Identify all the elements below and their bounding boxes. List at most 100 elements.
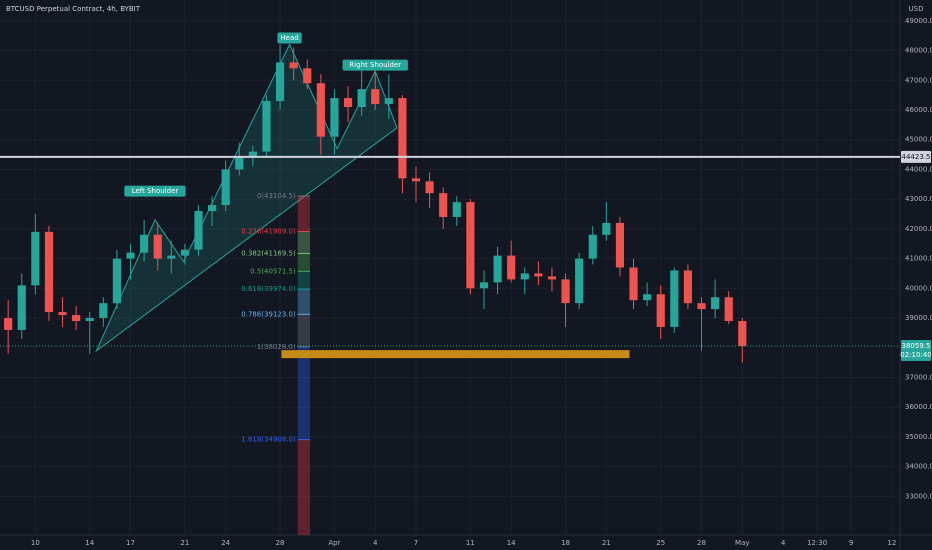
candle-body	[126, 252, 135, 259]
candle-body	[167, 255, 176, 259]
y-tick-label: 37000.0	[905, 373, 932, 381]
candle-body	[357, 89, 366, 107]
pattern-label-box	[277, 32, 302, 44]
fib-segment	[297, 271, 310, 290]
fib-level-label: 1(38028.0)	[257, 343, 296, 351]
candle-body	[330, 98, 339, 137]
chart-title: BTCUSD Perpetual Contract, 4h, BYBIT	[6, 5, 141, 13]
x-tick-label: 21	[602, 539, 611, 547]
y-tick-label: 34000.0	[905, 463, 932, 471]
candle-body	[670, 270, 679, 327]
candle-body	[588, 234, 597, 259]
y-tick-label: 44000.0	[905, 165, 932, 173]
candle-body	[398, 98, 407, 179]
fib-level-label: 0.382(41169.5)	[241, 250, 296, 258]
fib-level-label: 0.786(39123.0)	[241, 310, 296, 318]
hline-price-label: 44423.5	[902, 153, 931, 161]
candle-body	[72, 315, 81, 321]
x-tick-label: 17	[126, 539, 135, 547]
y-tick-label: 47000.0	[905, 76, 932, 84]
y-tick-label: 43000.0	[905, 195, 932, 203]
candle-body	[683, 270, 692, 304]
y-tick-label: 48000.0	[905, 47, 932, 55]
y-tick-label: 42000.0	[905, 225, 932, 233]
candle-body	[235, 157, 244, 170]
countdown-label: 02:10:40	[900, 351, 931, 359]
candle-body	[697, 303, 706, 310]
y-tick-label: 33000.0	[905, 492, 932, 500]
pattern-label-box	[124, 185, 186, 197]
current-price-box	[901, 339, 931, 361]
candle-body	[384, 98, 393, 105]
candle-body	[208, 205, 217, 212]
candle-body	[738, 321, 747, 346]
candle-body	[534, 273, 543, 277]
x-tick-label: 7	[414, 539, 418, 547]
x-tick-label: 14	[85, 539, 94, 547]
candle-body	[724, 297, 733, 321]
fib-segment	[297, 231, 310, 254]
hline-price-box	[901, 150, 931, 163]
fib-segment	[297, 253, 310, 272]
candle-body	[31, 231, 40, 286]
candle-body	[221, 169, 230, 206]
candle-body	[58, 312, 67, 316]
x-tick-label: Apr	[328, 539, 340, 547]
fib-level-label: 0.5(40571.5)	[250, 267, 296, 275]
x-tick-label: May	[735, 539, 749, 547]
fib-extension	[297, 439, 310, 535]
candle-body	[194, 211, 203, 250]
x-tick-label: 4	[373, 539, 378, 547]
zone	[281, 350, 630, 359]
candle-body	[4, 318, 13, 330]
candle-body	[711, 297, 720, 310]
fib-level-label: 0(43104.5)	[257, 192, 296, 200]
x-tick-label: 9	[849, 539, 853, 547]
x-tick-label: 14	[507, 539, 516, 547]
pattern-label-box	[342, 59, 408, 71]
x-tick-label: 10	[31, 539, 40, 547]
y-tick-label: 41000.0	[905, 255, 932, 263]
candle-body	[656, 294, 665, 327]
y-tick-label: 45000.0	[905, 136, 932, 144]
pattern-label: Left Shoulder	[132, 187, 179, 195]
fib-segment	[297, 346, 310, 440]
candle-body	[411, 178, 421, 182]
candle-body	[425, 181, 434, 194]
candle-body	[289, 62, 298, 69]
x-tick-label: 24	[221, 539, 230, 547]
x-tick-label: 11	[466, 539, 475, 547]
pattern-label: Head	[280, 34, 298, 42]
x-tick-label: 21	[180, 539, 189, 547]
candle-body	[303, 68, 312, 84]
x-tick-label: 12:30	[807, 539, 827, 547]
candle-body	[153, 234, 162, 259]
candle-body	[493, 255, 502, 283]
y-tick-label: 46000.0	[905, 106, 932, 114]
fib-level-label: 0.618(39974.0)	[241, 285, 296, 293]
fib-level-label: 0.236(41909.0)	[241, 228, 296, 236]
candle-body	[316, 83, 325, 137]
candle-body	[140, 234, 149, 253]
candle-body	[520, 273, 529, 280]
candle-body	[602, 222, 611, 235]
candle-body	[275, 62, 285, 102]
candle-body	[17, 285, 26, 330]
candle-body	[180, 249, 189, 256]
candle-body	[248, 151, 257, 158]
x-tick-label: 25	[656, 539, 665, 547]
x-tick-label: 12	[887, 539, 896, 547]
x-tick-label: 18	[561, 539, 570, 547]
x-tick-label: 28	[276, 539, 285, 547]
fib-level-label: 1.618(34908.0)	[241, 436, 296, 444]
x-tick-label: 28	[697, 539, 706, 547]
fib-segment	[297, 314, 310, 347]
y-tick-label: 39000.0	[905, 314, 932, 322]
candle-body	[44, 231, 54, 313]
x-tick-label: 4	[781, 539, 786, 547]
candle-body	[561, 279, 570, 304]
candle-body	[262, 101, 271, 152]
candle-body	[452, 202, 461, 217]
